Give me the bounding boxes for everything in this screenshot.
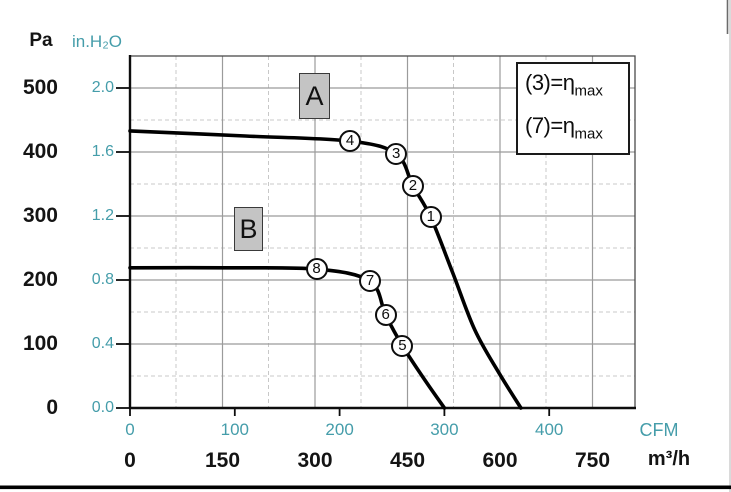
y-axis-unit-inh2o: in.H₂O	[71, 32, 123, 51]
curve-point-marker-4: 4	[339, 130, 362, 153]
m3h-tick-450: 450	[389, 449, 426, 472]
legend-entry-7-text: (7)=η	[525, 112, 575, 138]
m3h-tick-750: 750	[574, 449, 611, 472]
plot-border	[128, 55, 636, 410]
x-axis-unit-cfm: CFM	[639, 420, 679, 440]
x-axis-unit-m3h: m³/h	[647, 448, 691, 470]
curve-a-label: A	[305, 80, 324, 111]
pa-tick-0: 0	[46, 396, 58, 419]
m3h-tick-0: 0	[124, 449, 136, 472]
curve-a-label-box: A	[299, 73, 330, 119]
m3h-tick-600: 600	[482, 449, 518, 472]
axis-ticks	[116, 87, 551, 416]
curve-point-marker-3: 3	[385, 142, 408, 165]
legend-entry-7-subscript: max	[574, 124, 603, 142]
inh2o-tick-0.8: 0.8	[91, 271, 114, 288]
curve-b-label: B	[239, 213, 258, 244]
y-axis-unit-pa: Pa	[29, 30, 53, 51]
legend-box: (3)=ηmax (7)=ηmax	[516, 62, 630, 155]
inh2o-tick-1.2: 1.2	[91, 207, 114, 224]
legend-entry-3-subscript: max	[574, 82, 603, 100]
cfm-tick-400: 400	[535, 420, 564, 439]
inh2o-tick-0.4: 0.4	[91, 335, 114, 352]
curve-point-marker-1: 1	[419, 206, 442, 229]
curve-point-marker-6: 6	[374, 304, 397, 327]
curve-point-marker-5: 5	[391, 334, 414, 357]
cfm-tick-0: 0	[125, 420, 135, 439]
inh2o-tick-0.0: 0.0	[91, 399, 114, 416]
cfm-tick-200: 200	[325, 420, 354, 439]
curve-b-label-box: B	[234, 207, 263, 251]
cfm-tick-100: 100	[220, 420, 249, 439]
grid-minor	[130, 56, 635, 408]
pa-tick-200: 200	[22, 268, 58, 291]
pa-tick-300: 300	[22, 204, 58, 227]
legend-entry-3: (3)=ηmax	[525, 71, 628, 103]
cfm-tick-300: 300	[430, 420, 459, 439]
curve-point-marker-2: 2	[401, 174, 424, 197]
pa-tick-500: 500	[22, 76, 58, 99]
m3h-tick-300: 300	[297, 449, 333, 472]
inh2o-tick-2.0: 2.0	[91, 79, 114, 96]
m3h-tick-150: 150	[204, 449, 241, 472]
inh2o-tick-1.6: 1.6	[91, 143, 114, 160]
pa-tick-400: 400	[22, 140, 58, 163]
legend-entry-7: (7)=ηmax	[525, 112, 628, 146]
legend-entry-3-text: (3)=η	[525, 70, 575, 96]
pa-tick-100: 100	[22, 332, 58, 355]
curve-point-marker-8: 8	[305, 258, 328, 281]
curve-point-marker-7: 7	[358, 270, 381, 293]
